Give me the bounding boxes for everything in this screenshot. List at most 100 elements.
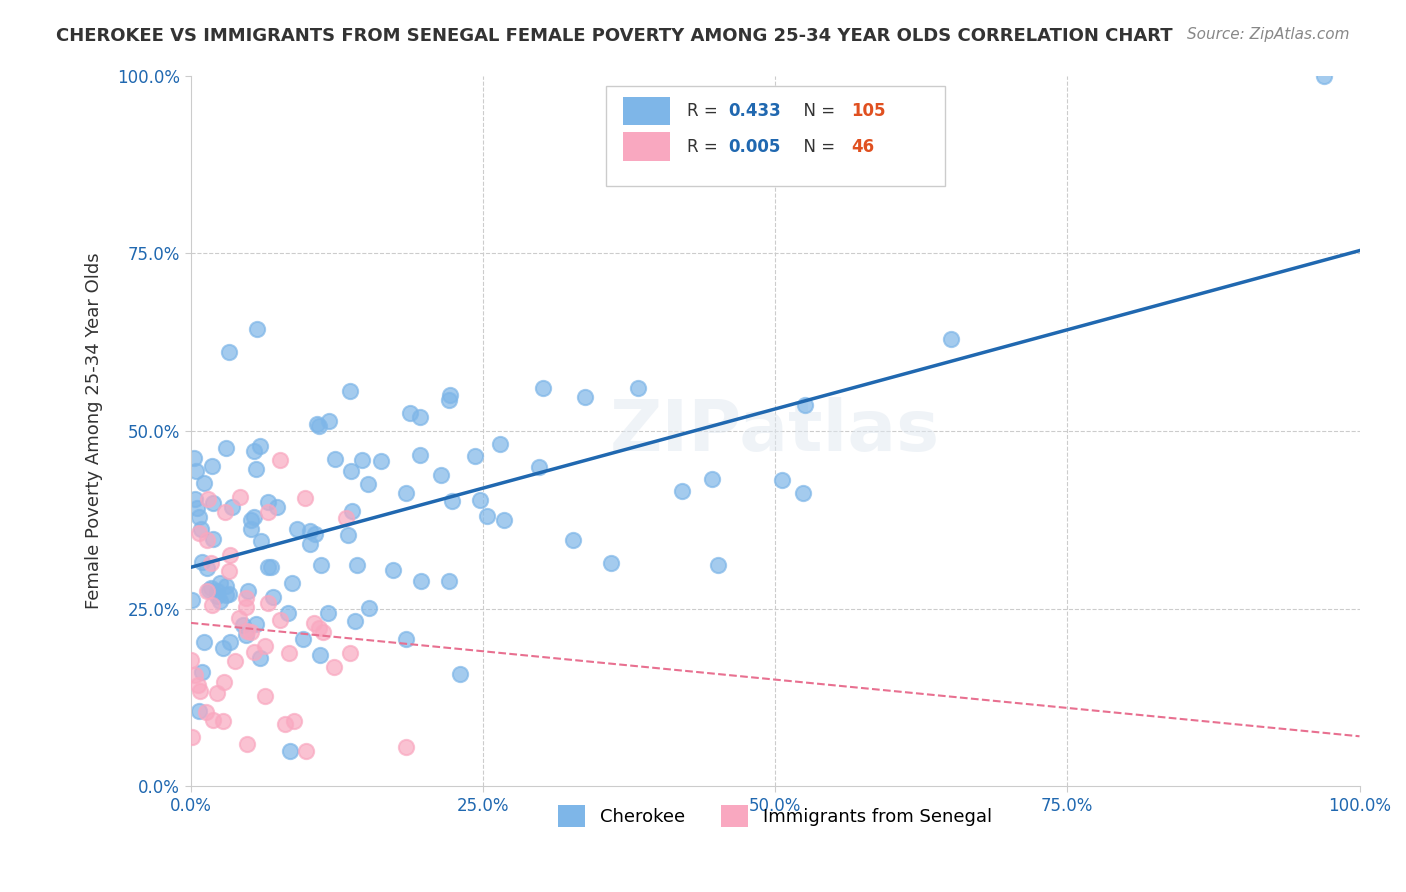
Cherokee (439, 387, 461, 401)
Cherokee (191, 555, 214, 569)
Text: Source: ZipAtlas.com: Source: ZipAtlas.com (1187, 27, 1350, 42)
FancyBboxPatch shape (623, 132, 669, 161)
Cherokee (278, 744, 301, 758)
Cherokee (239, 522, 262, 536)
Immigrants from Senegal (184, 667, 207, 681)
Immigrants from Senegal (277, 646, 299, 660)
Immigrants from Senegal (235, 591, 257, 606)
Cherokee (437, 574, 460, 588)
Cherokee (249, 650, 271, 665)
Text: 0.433: 0.433 (728, 102, 782, 120)
Cherokee (346, 558, 368, 572)
Cherokee (370, 454, 392, 468)
Cherokee (792, 486, 814, 500)
Immigrants from Senegal (339, 646, 361, 660)
Cherokee (218, 345, 240, 359)
Cherokee (350, 452, 373, 467)
Cherokee (531, 381, 554, 395)
Immigrants from Senegal (294, 491, 316, 505)
FancyBboxPatch shape (606, 87, 945, 186)
Cherokee (240, 513, 263, 527)
Immigrants from Senegal (212, 714, 235, 728)
Immigrants from Senegal (257, 505, 280, 519)
Immigrants from Senegal (335, 511, 357, 525)
Cherokee (195, 561, 218, 575)
Cherokee (200, 581, 222, 595)
Immigrants from Senegal (187, 678, 209, 692)
Cherokee (190, 522, 212, 536)
Immigrants from Senegal (202, 713, 225, 727)
Cherokee (339, 384, 361, 398)
Cherokee (1313, 69, 1336, 83)
Cherokee (249, 438, 271, 452)
Cherokee (287, 522, 309, 536)
Cherokee (246, 322, 269, 336)
Cherokee (793, 398, 815, 412)
Cherokee (221, 500, 243, 514)
Immigrants from Senegal (180, 652, 202, 666)
Cherokee (470, 493, 492, 508)
FancyBboxPatch shape (623, 97, 669, 125)
Cherokee (250, 533, 273, 548)
Cherokee (381, 563, 404, 577)
Immigrants from Senegal (274, 716, 297, 731)
Cherokee (193, 635, 215, 649)
Cherokee (323, 451, 346, 466)
Immigrants from Senegal (235, 600, 257, 615)
Cherokee (201, 496, 224, 510)
Cherokee (395, 486, 418, 500)
Cherokee (257, 560, 280, 574)
Cherokee (411, 574, 433, 588)
Legend: Cherokee, Immigrants from Senegal: Cherokee, Immigrants from Senegal (551, 797, 1000, 834)
Text: N =: N = (793, 102, 839, 120)
Cherokee (218, 587, 240, 601)
Cherokee (180, 593, 202, 607)
Cherokee (209, 576, 232, 591)
Cherokee (215, 579, 238, 593)
Cherokee (562, 533, 585, 547)
Text: R =: R = (688, 102, 723, 120)
Immigrants from Senegal (311, 624, 333, 639)
Immigrants from Senegal (269, 613, 291, 627)
Immigrants from Senegal (214, 505, 236, 519)
Cherokee (184, 491, 207, 506)
Cherokee (232, 617, 254, 632)
Immigrants from Senegal (224, 654, 246, 668)
Immigrants from Senegal (242, 645, 264, 659)
Cherokee (492, 513, 515, 527)
Cherokee (266, 500, 288, 514)
Cherokee (215, 441, 238, 455)
Cherokee (529, 459, 551, 474)
Cherokee (215, 588, 238, 602)
Cherokee (357, 601, 380, 615)
Text: 105: 105 (851, 102, 886, 120)
Cherokee (316, 606, 339, 620)
Cherokee (318, 414, 340, 428)
Immigrants from Senegal (253, 689, 276, 703)
Cherokee (202, 532, 225, 546)
Text: ZIPatlas: ZIPatlas (610, 397, 941, 466)
Cherokee (245, 616, 267, 631)
Cherokee (243, 444, 266, 458)
Cherokee (600, 557, 623, 571)
Cherokee (187, 704, 209, 718)
Cherokee (197, 583, 219, 598)
Cherokee (770, 473, 793, 487)
Cherokee (212, 640, 235, 655)
Text: 46: 46 (851, 137, 875, 155)
Cherokee (409, 448, 432, 462)
Cherokee (193, 475, 215, 490)
Cherokee (430, 467, 453, 482)
Cherokee (439, 393, 461, 408)
Cherokee (398, 406, 420, 420)
Cherokee (408, 409, 430, 424)
Immigrants from Senegal (188, 684, 211, 698)
Cherokee (441, 494, 464, 508)
Cherokee (277, 606, 299, 620)
Immigrants from Senegal (254, 640, 277, 654)
Cherokee (700, 471, 723, 485)
Immigrants from Senegal (200, 556, 222, 570)
Cherokee (235, 628, 257, 642)
Cherokee (298, 524, 321, 538)
Immigrants from Senegal (197, 491, 219, 506)
